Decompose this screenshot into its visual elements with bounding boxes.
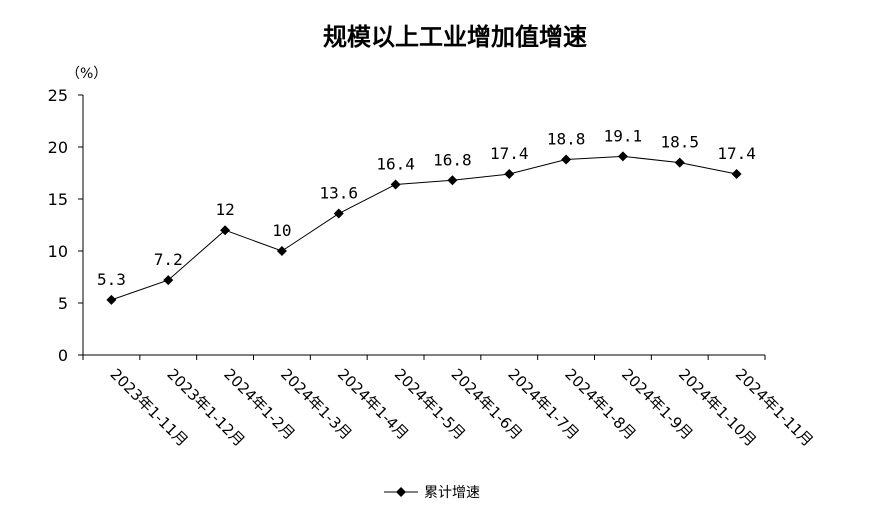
data-label: 18.8	[547, 129, 586, 148]
data-point-marker	[220, 225, 231, 236]
y-tick-label: 20	[48, 138, 68, 157]
data-point-marker	[276, 246, 287, 256]
data-label: 16.8	[433, 150, 472, 169]
data-point-marker	[674, 157, 685, 168]
legend-marker	[396, 487, 406, 497]
data-point-marker	[106, 294, 117, 305]
legend-label: 累计增速	[424, 485, 480, 501]
data-point-marker	[504, 169, 515, 180]
data-point-marker	[617, 151, 628, 162]
data-point-marker	[390, 179, 401, 190]
y-tick-label: 10	[48, 242, 68, 261]
data-point-marker	[333, 208, 344, 219]
series-line	[111, 155, 737, 301]
legend: 累计增速	[384, 485, 480, 501]
data-point-marker	[447, 175, 458, 186]
data-label: 7.2	[154, 250, 183, 269]
data-point-marker	[731, 169, 742, 180]
data-label: 12	[215, 200, 234, 219]
data-label: 13.6	[319, 184, 358, 203]
y-tick-label: 15	[48, 190, 68, 209]
data-label: 17.4	[490, 144, 529, 163]
chart-title: 规模以上工业增加值增速	[323, 22, 587, 51]
data-label: 5.3	[97, 270, 126, 289]
data-label: 17.4	[717, 144, 756, 163]
y-tick-label: 0	[58, 346, 68, 365]
data-label: 19.1	[604, 126, 643, 145]
data-point-marker	[561, 154, 572, 165]
data-label: 18.5	[660, 133, 699, 152]
series-layer: 5.3 7.2 12 10 13.6 16.4 16.8 17.4 18.8 19.1 18.5 17…	[97, 126, 756, 305]
y-axis-unit: （%）	[66, 66, 107, 82]
data-point-marker	[163, 275, 174, 286]
y-tick-label: 5	[58, 294, 68, 313]
y-tick-label: 25	[48, 86, 68, 105]
data-label: 10	[272, 221, 291, 240]
data-label: 16.4	[376, 154, 415, 173]
